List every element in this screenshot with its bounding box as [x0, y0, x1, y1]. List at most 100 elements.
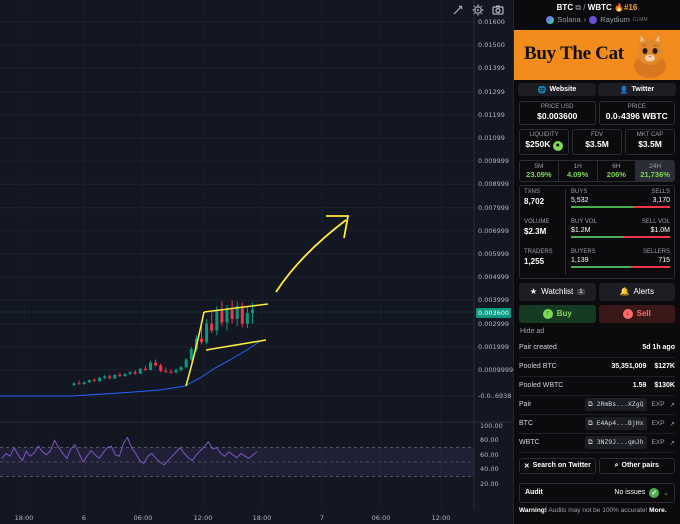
tab-1h[interactable]: 1H 4.09% — [559, 160, 598, 181]
fdv-box: FDV $3.5M — [572, 129, 622, 155]
pair-address-copy[interactable]: ⧉ 2RmBs...XZgQ — [585, 398, 647, 411]
alerts-button[interactable]: 🔔 Alerts — [598, 282, 675, 301]
candle-body — [174, 370, 178, 373]
warning-text: Audits may not be 100% accurate! — [546, 506, 648, 514]
watch-count: 1 — [577, 288, 585, 295]
buy-label: Buy — [556, 309, 572, 318]
camera-icon[interactable] — [490, 2, 506, 18]
price-tick-label: 0.009999 — [478, 157, 510, 166]
watchlist-button[interactable]: ★ Watchlist 1 — [519, 282, 596, 301]
other-pairs-button[interactable]: ⌕ Other pairs — [598, 457, 675, 474]
mktcap-label: MKT CAP — [636, 132, 664, 138]
tab-6h[interactable]: 6H 206% — [598, 160, 637, 181]
search-twitter-button[interactable]: ✕ Search on Twitter — [519, 457, 596, 474]
arrow-shaft — [275, 219, 347, 293]
base-symbol: BTC — [556, 3, 574, 12]
pair-title: BTC ⧉ / WBTC 🔥#16 — [556, 3, 638, 12]
sellvol-label: SELL VOL — [641, 218, 670, 225]
price-quote-label: PRICE — [627, 104, 646, 110]
pair-created-value: 5d 1h ago — [642, 344, 675, 351]
tab-5m-value: 23.09% — [526, 169, 552, 179]
copy-icon[interactable]: ⧉ — [575, 3, 582, 12]
price-tick-label: 0.005999 — [478, 250, 510, 258]
flag-bottom-line — [205, 339, 267, 351]
pooled-quote-label: Pooled WBTC — [519, 382, 564, 389]
sellvol-value: $1.0M — [650, 226, 670, 234]
price-chart[interactable]: 0.01600 0.01500 0.01399 0.01299 0.01199 0.010… — [0, 0, 514, 524]
rsi-tick-label: 40.00 — [480, 465, 499, 474]
price-tick-label: 0.004999 — [478, 273, 510, 282]
sell-button[interactable]: ↓ Sell — [598, 304, 675, 323]
candle-body — [240, 306, 244, 324]
candle-body — [128, 372, 132, 374]
draw-icon[interactable] — [450, 2, 466, 18]
tab-6h-label: 6H — [612, 162, 621, 170]
price-tick-label: 0.007999 — [478, 203, 510, 212]
alerts-label: Alerts — [633, 287, 654, 296]
pooled-base-amount: 35,351,009 — [611, 363, 647, 370]
audit-section[interactable]: Audit No issues ✓ ⌄ — [519, 482, 675, 503]
price-usd-box: PRICE USD $0.003600 — [519, 101, 596, 125]
price-tick-label: 0.01500 — [478, 41, 505, 50]
buy-button[interactable]: ↑ Buy — [519, 304, 596, 323]
candle-body — [200, 338, 203, 343]
pair-explorer-link[interactable]: EXP — [651, 401, 665, 408]
buys-value: 5,532 — [571, 196, 589, 204]
rsi-tick-label: 80.00 — [480, 436, 499, 445]
gear-icon[interactable] — [470, 2, 486, 18]
price-usd-label: PRICE USD — [540, 104, 574, 110]
quote-address-copy[interactable]: ⧉ 3NZ9J...qmJh — [585, 436, 647, 449]
candle-body — [189, 349, 193, 360]
time-tick-label: 12:00 — [431, 514, 451, 522]
buyers-value: 1,139 — [571, 256, 589, 264]
website-button[interactable]: 🌐 Website — [518, 83, 596, 96]
volume-row: VOLUME $2.3M BUY VOL SELL VOL $1.2M $1.0M — [524, 218, 670, 249]
hide-ad-link[interactable]: Hide ad — [520, 327, 545, 335]
solana-icon — [546, 15, 555, 24]
candle-body — [123, 373, 127, 377]
warning-more-link[interactable]: More. — [647, 506, 667, 514]
quote-symbol: WBTC — [587, 3, 612, 12]
tab-5m[interactable]: 5M 23.09% — [520, 160, 559, 181]
price-tick-label: 0.0009999 — [478, 366, 514, 374]
social-links: 🌐 Website 👤 Twitter — [514, 80, 680, 99]
base-explorer-link[interactable]: EXP — [651, 420, 665, 427]
dex-name[interactable]: Raydium — [600, 15, 630, 24]
chain-name[interactable]: Solana — [557, 15, 581, 24]
arrow-down-icon: ↓ — [622, 308, 633, 319]
pooled-base-row: Pooled BTC 35,351,009 $127K — [519, 358, 675, 377]
price-row: PRICE USD $0.003600 PRICE 0.0₇4396 WBTC — [514, 99, 680, 127]
price-usd-value: $0.003600 — [537, 111, 578, 121]
x-icon: ✕ — [523, 462, 530, 470]
sellers-value: 715 — [658, 256, 670, 264]
external-link-icon[interactable]: ↗ — [669, 401, 675, 409]
base-address-copy[interactable]: ⧉ E4Ap4...BjHx — [585, 417, 647, 430]
sellers-label: SELLERS — [642, 248, 670, 255]
quote-address-value: 3NZ9J...qmJh — [596, 438, 644, 446]
liquidity-box: LIQUIDITY $250K ● — [519, 129, 569, 155]
buy-sell-row: ↑ Buy ↓ Sell — [514, 304, 680, 323]
candle-body — [149, 362, 152, 370]
chart-canvas[interactable] — [0, 0, 512, 524]
mktcap-box: MKT CAP $3.5M — [625, 129, 675, 155]
txns-value: 8,702 — [524, 196, 545, 206]
candle-body — [87, 380, 91, 383]
base-address-row: BTC ⧉ E4Ap4...BjHx EXP ↗ — [519, 415, 675, 434]
lock-icon[interactable]: ● — [552, 140, 563, 151]
candle-body — [159, 365, 163, 371]
cat-image — [634, 32, 666, 78]
time-tick-label: 06:00 — [133, 514, 153, 522]
liquidity-value-wrap: $250K ● — [520, 139, 568, 151]
candle-body — [108, 376, 112, 379]
candle-body — [143, 368, 147, 370]
traders-row: TRADERS 1,255 BUYERS SELLERS 1,139 715 — [524, 248, 670, 275]
tab-24h[interactable]: 24H 21,736% — [636, 160, 674, 181]
twitter-label: Twitter — [631, 86, 655, 93]
pair-address-value: 2RmBs...XZgQ — [596, 400, 644, 408]
external-link-icon[interactable]: ↗ — [669, 439, 675, 447]
website-label: Website — [549, 86, 577, 93]
twitter-button[interactable]: 👤 Twitter — [598, 83, 676, 96]
external-link-icon[interactable]: ↗ — [669, 420, 675, 428]
quote-explorer-link[interactable]: EXP — [651, 439, 665, 446]
time-tick-label: 6 — [81, 514, 87, 522]
